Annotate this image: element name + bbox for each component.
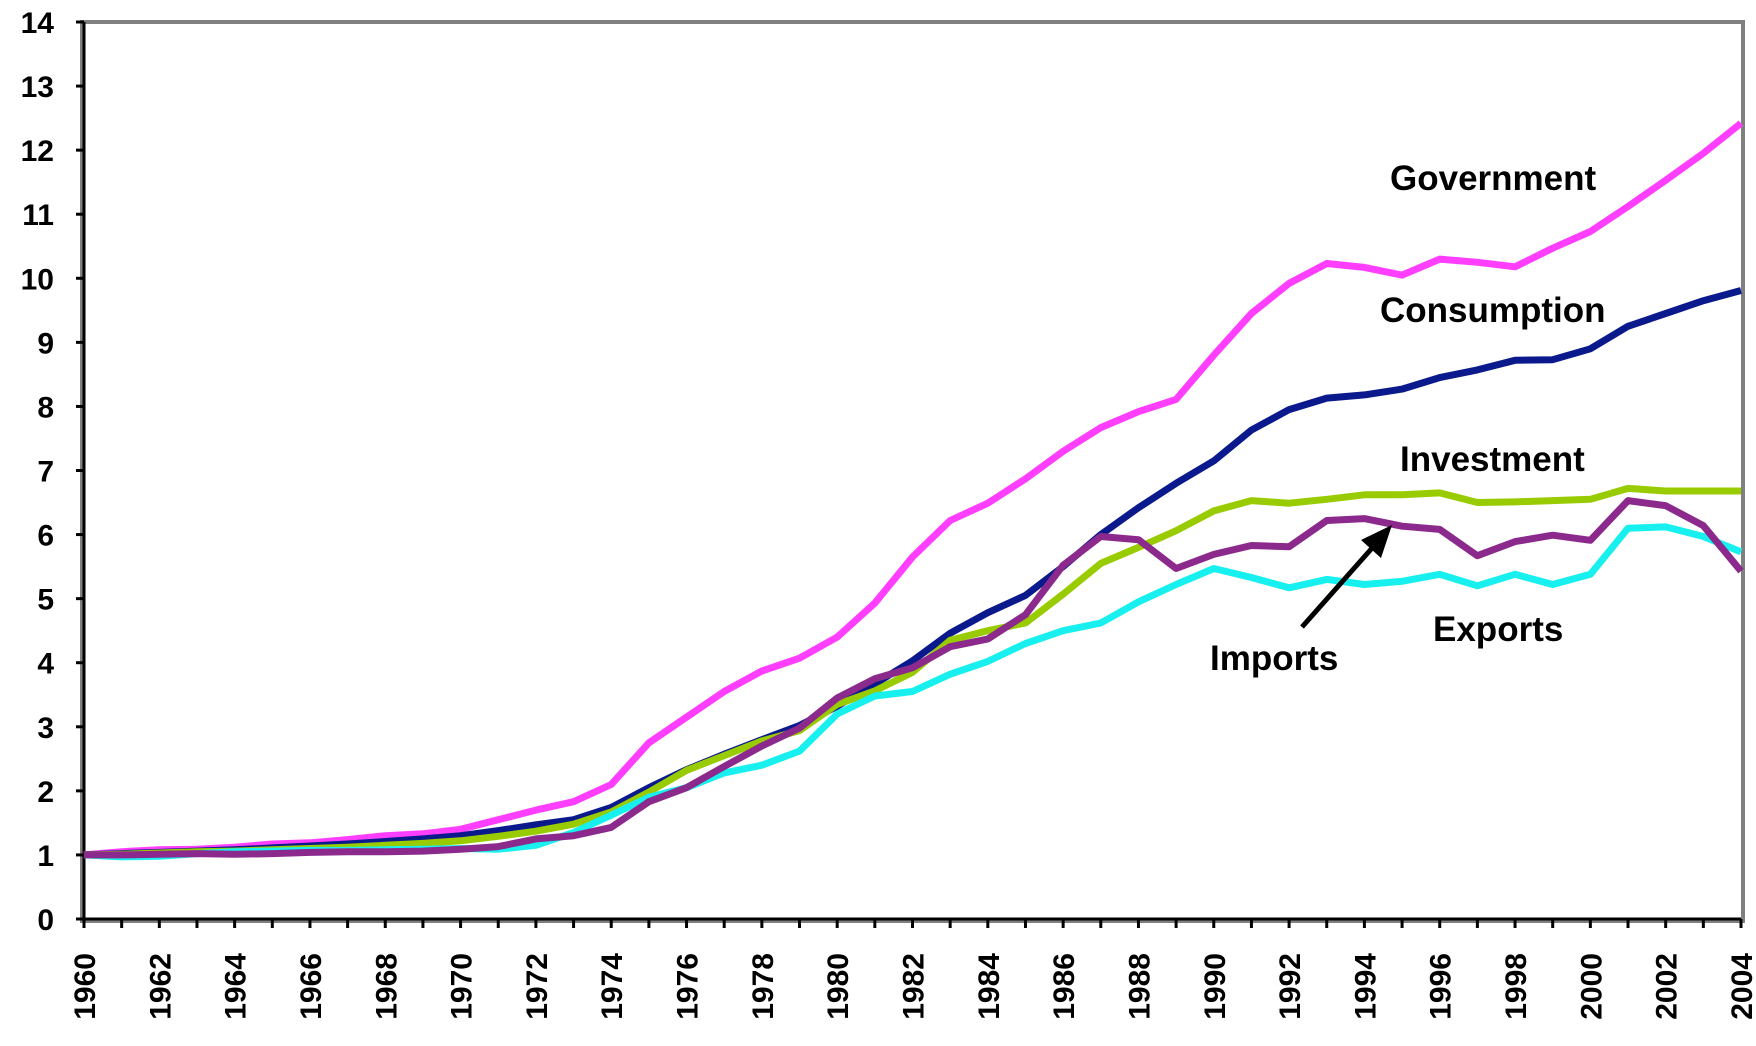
x-tick-label: 1980 <box>822 953 855 1020</box>
x-tick-label: 1966 <box>295 953 328 1020</box>
series-line-government <box>83 120 1744 859</box>
y-tick-label: 5 <box>37 584 54 617</box>
x-tick-label: 1964 <box>220 953 253 1020</box>
x-tick-label: 1968 <box>370 953 403 1020</box>
y-tick-label: 6 <box>37 520 54 553</box>
y-tick-label: 3 <box>37 712 54 745</box>
label-consumption: Consumption <box>1380 291 1606 330</box>
x-tick-label: 1994 <box>1349 953 1382 1020</box>
x-tick-label: 2000 <box>1575 953 1608 1020</box>
x-tick-label: 1988 <box>1123 953 1156 1020</box>
x-tick-label: 1974 <box>596 953 629 1020</box>
x-tick-label: 2002 <box>1651 953 1684 1020</box>
x-tick-label: 1990 <box>1199 953 1232 1020</box>
label-exports: Exports <box>1433 610 1563 649</box>
x-tick-label: 1960 <box>69 953 102 1020</box>
y-tick-label: 7 <box>37 456 54 489</box>
y-tick-label: 1 <box>37 840 54 873</box>
x-tick-label: 1996 <box>1425 953 1458 1020</box>
series-line-imports <box>84 497 1744 859</box>
x-tick-label: 1986 <box>1048 953 1081 1020</box>
x-tick-label: 1972 <box>521 953 554 1020</box>
series-lines <box>83 120 1744 861</box>
x-tick-label: 1992 <box>1274 953 1307 1020</box>
plot-frame <box>80 20 1745 923</box>
y-tick-label: 10 <box>21 263 54 296</box>
imports-arrow-head <box>1361 525 1392 558</box>
y-tick-label: 11 <box>22 199 54 232</box>
y-tick-label: 9 <box>37 327 54 360</box>
x-tick-label: 1984 <box>973 953 1006 1020</box>
y-tick-label: 0 <box>37 904 54 937</box>
y-tick-label: 8 <box>37 391 54 424</box>
series-labels: Government Consumption Investment Export… <box>1210 159 1606 678</box>
x-tick-label: 1982 <box>898 953 931 1020</box>
x-tick-label: 1998 <box>1500 953 1533 1020</box>
x-tick-label: 1962 <box>144 953 177 1020</box>
label-investment: Investment <box>1400 440 1585 479</box>
y-tick-label: 14 <box>21 7 55 40</box>
label-imports: Imports <box>1210 639 1338 678</box>
label-government: Government <box>1390 159 1596 198</box>
y-tick-label: 4 <box>37 648 54 681</box>
imports-arrow-shaft <box>1300 545 1375 629</box>
y-tick-label: 13 <box>21 71 54 104</box>
x-tick-label: 1978 <box>747 953 780 1020</box>
y-tick-label: 2 <box>37 776 54 809</box>
x-tick-label: 2004 <box>1726 953 1756 1020</box>
x-tick-label: 1976 <box>672 953 705 1020</box>
y-tick-label: 12 <box>21 135 54 168</box>
x-tick-label: 1970 <box>446 953 479 1020</box>
series-line-investment <box>83 484 1741 859</box>
